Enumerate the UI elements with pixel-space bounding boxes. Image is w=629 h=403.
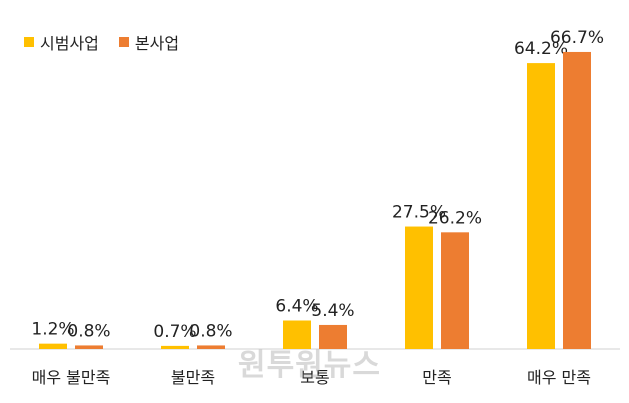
bar-series-1-4	[405, 226, 433, 349]
data-label-series-2-3: 5.4%	[311, 301, 354, 321]
legend-label-series-1: 시범사업	[40, 34, 99, 53]
data-label-series-2-4: 26.2%	[428, 208, 482, 228]
data-label-series-1-5: 64.2%	[514, 39, 568, 59]
bar-series-1-2	[161, 345, 189, 349]
data-label-series-2-1: 0.8%	[67, 321, 110, 341]
x-tick-label-1: 매우 불만족	[32, 368, 111, 387]
bar-series-2-5	[563, 51, 591, 349]
watermark: 원투원뉴스	[238, 348, 381, 383]
data-label-series-1-4: 27.5%	[392, 203, 446, 223]
chart-legend: 시범사업 본사업	[24, 30, 179, 54]
bar-series-1-3	[283, 320, 311, 349]
legend-label-series-2: 본사업	[134, 34, 180, 53]
x-tick-label-4: 만족	[422, 368, 451, 387]
data-label-series-1-1: 1.2%	[31, 320, 74, 340]
data-label-series-2-2: 0.8%	[189, 321, 232, 341]
data-label-series-1-2: 0.7%	[153, 322, 196, 342]
legend-swatch-series-1	[24, 37, 34, 47]
data-label-series-2-5: 66.7%	[550, 28, 604, 48]
bar-series-2-3	[319, 324, 347, 349]
legend-item-series-1: 시범사업	[24, 30, 99, 54]
x-tick-label-5: 매우 만족	[527, 368, 591, 387]
bar-series-1-1	[39, 343, 67, 349]
x-tick-label-3: 보통	[300, 368, 329, 387]
legend-swatch-series-2	[118, 37, 129, 47]
bar-series-2-1	[75, 345, 103, 349]
bar-series-2-4	[441, 232, 469, 349]
legend-item-series-2: 본사업	[118, 30, 180, 54]
bar-series-2-2	[197, 345, 225, 349]
bar-series-1-5	[527, 63, 555, 349]
data-label-series-1-3: 6.4%	[275, 296, 318, 316]
x-tick-label-2: 불만족	[171, 368, 215, 387]
